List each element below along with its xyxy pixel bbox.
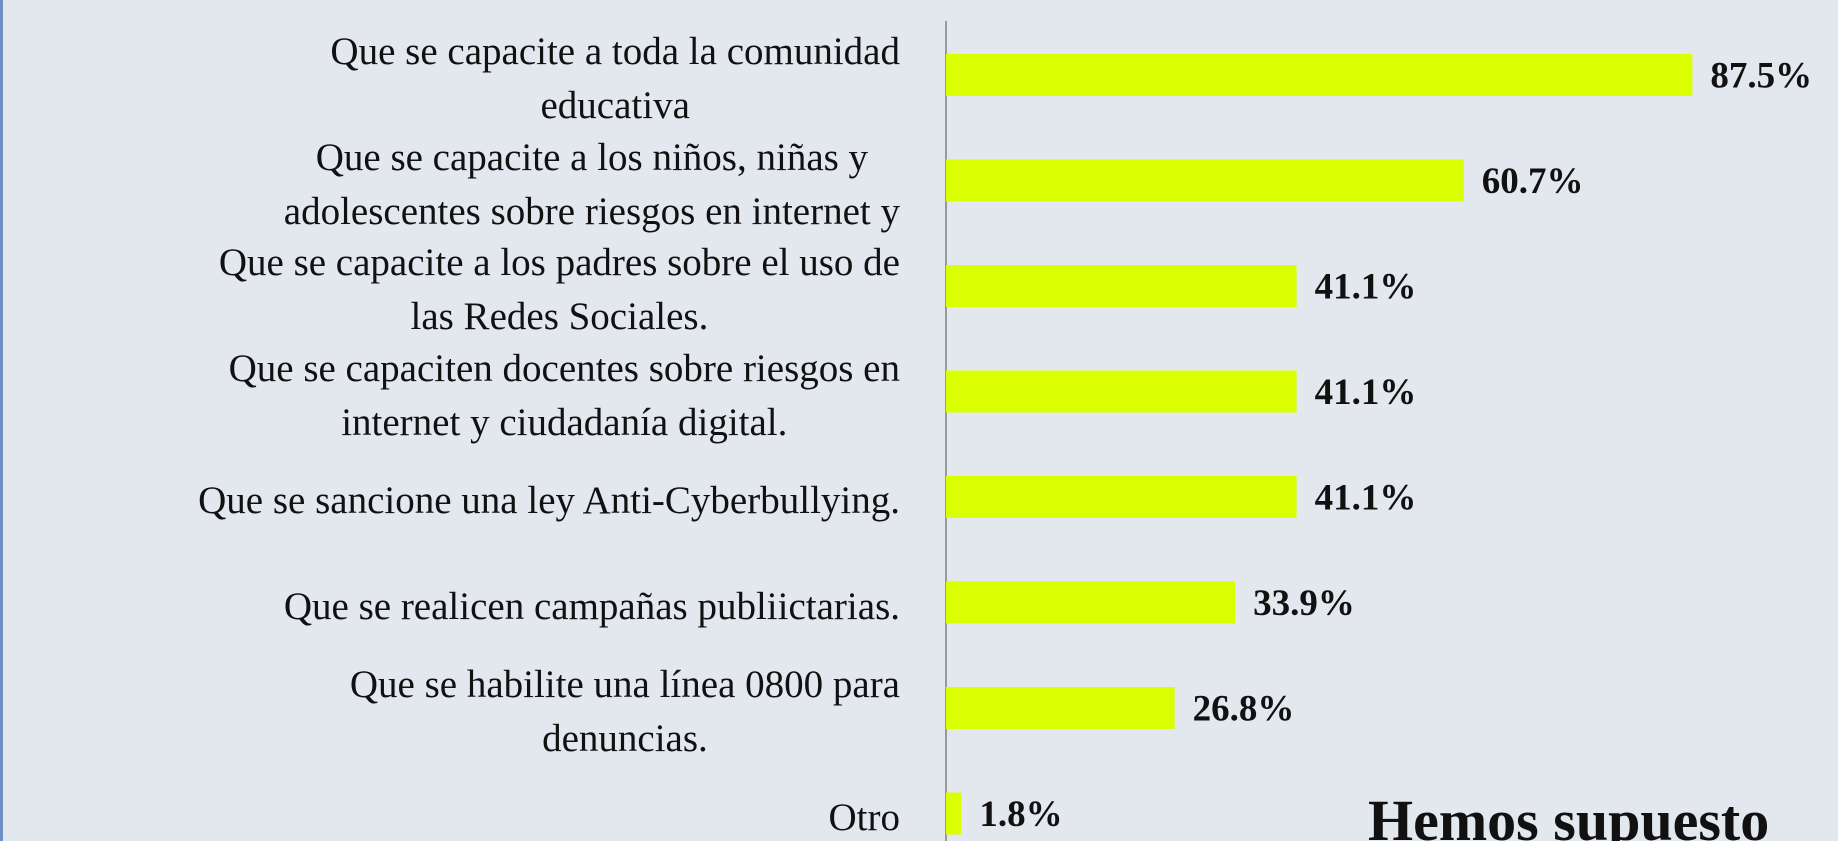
value-label: 87.5%: [1710, 55, 1812, 96]
bar: [946, 687, 1175, 729]
bar: [946, 159, 1464, 202]
value-label: 41.1%: [1315, 372, 1417, 413]
bar: [946, 581, 1236, 624]
value-label: 33.9%: [1253, 583, 1355, 624]
bar: [946, 265, 1297, 307]
category-label: Que se capacite a los niños, niñas y ado…: [283, 135, 900, 233]
bar: [946, 370, 1297, 413]
value-label: 41.1%: [1315, 477, 1417, 518]
bar: [946, 54, 1693, 96]
category-label: Que se sancione una ley Anti-Cyberbullyi…: [198, 479, 900, 522]
category-label: Que se capacite a los padres sobre el us…: [218, 241, 900, 338]
category-label: Que se capacite a toda la comunidad educ…: [330, 30, 900, 127]
bar: [946, 792, 962, 835]
value-label: 60.7%: [1482, 161, 1584, 202]
annotation: Hemos supuesto: [1368, 788, 1769, 841]
value-label: 41.1%: [1315, 266, 1417, 307]
plot: Hemos supuesto 87.5% 60.7% 41.1% 41.1% 41.1%…: [945, 21, 1812, 841]
category-label: Otro: [828, 795, 901, 839]
category-label: Que se habilite una línea 0800 para denu…: [349, 663, 900, 760]
value-label: 1.8%: [979, 794, 1062, 835]
value-label: 26.8%: [1193, 688, 1295, 729]
category-label: Que se capaciten docentes sobre riesgos …: [228, 346, 900, 444]
category-label: Que se realicen campañas publiictarias.: [283, 584, 900, 628]
bar: [946, 476, 1297, 518]
